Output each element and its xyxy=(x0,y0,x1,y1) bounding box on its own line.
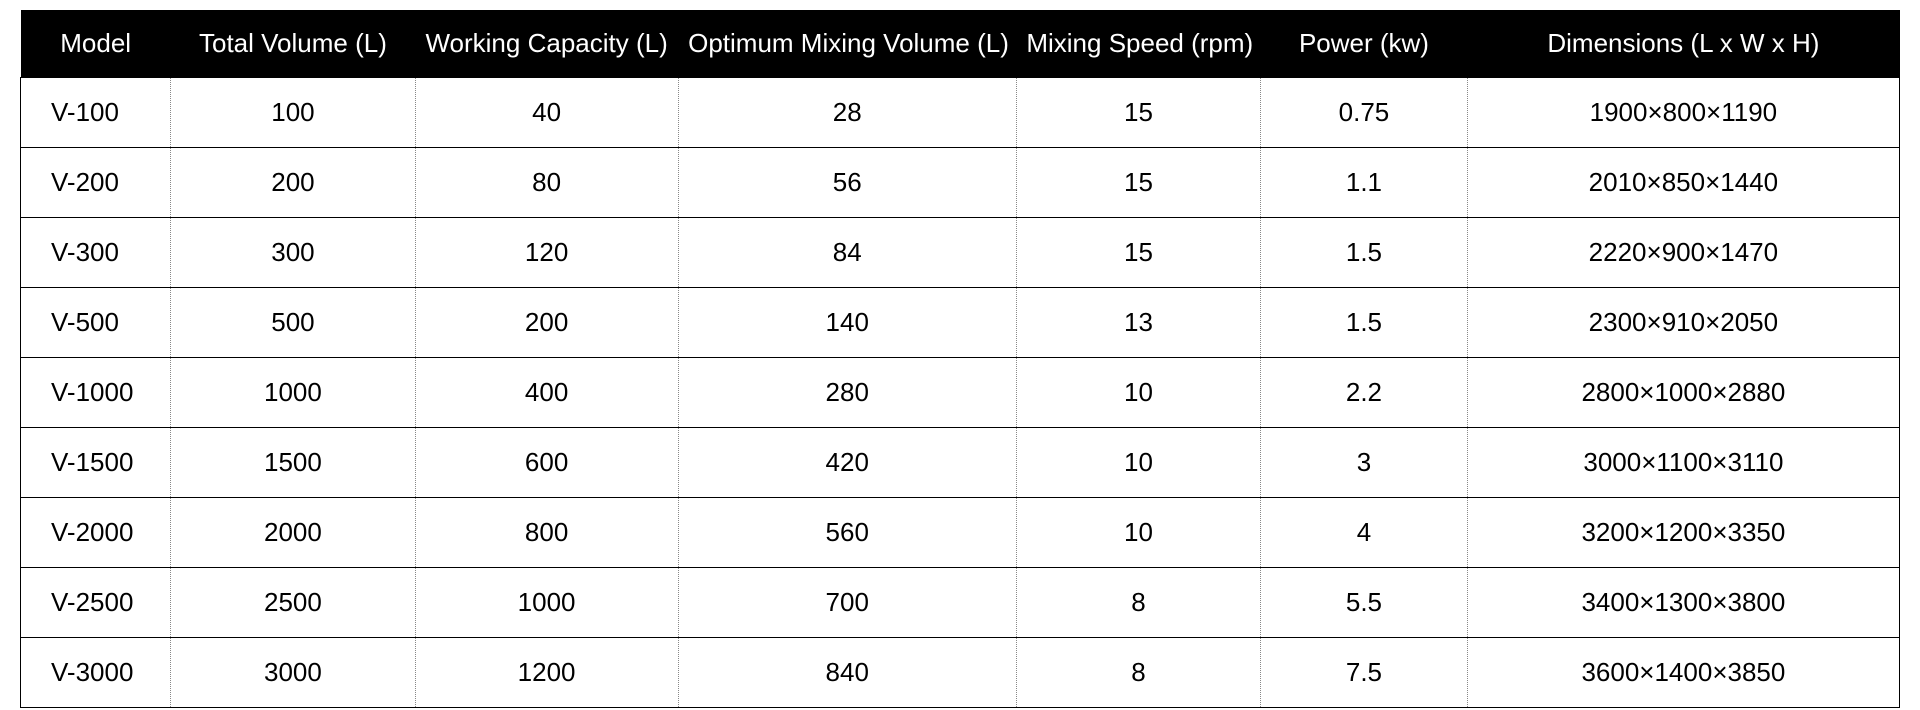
cell-dimensions: 3600×1400×3850 xyxy=(1467,638,1899,708)
cell-model: V-200 xyxy=(21,148,171,218)
cell-optimum-mixing-volume: 140 xyxy=(678,288,1016,358)
cell-optimum-mixing-volume: 560 xyxy=(678,498,1016,568)
cell-mixing-speed: 8 xyxy=(1016,568,1260,638)
cell-mixing-speed: 15 xyxy=(1016,148,1260,218)
cell-mixing-speed: 10 xyxy=(1016,428,1260,498)
cell-power: 7.5 xyxy=(1261,638,1468,708)
cell-total-volume: 200 xyxy=(171,148,415,218)
cell-power: 1.5 xyxy=(1261,218,1468,288)
header-mixing-speed: Mixing Speed (rpm) xyxy=(1016,10,1260,78)
cell-dimensions: 1900×800×1190 xyxy=(1467,78,1899,148)
cell-power: 1.1 xyxy=(1261,148,1468,218)
cell-model: V-1000 xyxy=(21,358,171,428)
cell-dimensions: 3400×1300×3800 xyxy=(1467,568,1899,638)
table-row: V-2000 2000 800 560 10 4 3200×1200×3350 xyxy=(21,498,1900,568)
header-dimensions: Dimensions (L x W x H) xyxy=(1467,10,1899,78)
cell-power: 3 xyxy=(1261,428,1468,498)
table-row: V-1000 1000 400 280 10 2.2 2800×1000×288… xyxy=(21,358,1900,428)
cell-model: V-500 xyxy=(21,288,171,358)
cell-dimensions: 2300×910×2050 xyxy=(1467,288,1899,358)
cell-working-capacity: 40 xyxy=(415,78,678,148)
cell-model: V-300 xyxy=(21,218,171,288)
cell-power: 2.2 xyxy=(1261,358,1468,428)
cell-power: 0.75 xyxy=(1261,78,1468,148)
table-row: V-3000 3000 1200 840 8 7.5 3600×1400×385… xyxy=(21,638,1900,708)
cell-model: V-1500 xyxy=(21,428,171,498)
table-body: V-100 100 40 28 15 0.75 1900×800×1190 V-… xyxy=(21,78,1900,708)
header-optimum-mixing-volume: Optimum Mixing Volume (L) xyxy=(678,10,1016,78)
cell-mixing-speed: 15 xyxy=(1016,218,1260,288)
table-row: V-500 500 200 140 13 1.5 2300×910×2050 xyxy=(21,288,1900,358)
cell-mixing-speed: 13 xyxy=(1016,288,1260,358)
cell-mixing-speed: 15 xyxy=(1016,78,1260,148)
table-row: V-300 300 120 84 15 1.5 2220×900×1470 xyxy=(21,218,1900,288)
cell-mixing-speed: 10 xyxy=(1016,498,1260,568)
cell-dimensions: 3000×1100×3110 xyxy=(1467,428,1899,498)
cell-model: V-2500 xyxy=(21,568,171,638)
cell-power: 1.5 xyxy=(1261,288,1468,358)
cell-total-volume: 2000 xyxy=(171,498,415,568)
cell-power: 4 xyxy=(1261,498,1468,568)
cell-total-volume: 100 xyxy=(171,78,415,148)
header-total-volume: Total Volume (L) xyxy=(171,10,415,78)
cell-optimum-mixing-volume: 28 xyxy=(678,78,1016,148)
cell-working-capacity: 800 xyxy=(415,498,678,568)
cell-total-volume: 3000 xyxy=(171,638,415,708)
cell-working-capacity: 200 xyxy=(415,288,678,358)
cell-dimensions: 2220×900×1470 xyxy=(1467,218,1899,288)
header-working-capacity: Working Capacity (L) xyxy=(415,10,678,78)
cell-optimum-mixing-volume: 280 xyxy=(678,358,1016,428)
cell-mixing-speed: 8 xyxy=(1016,638,1260,708)
cell-dimensions: 2010×850×1440 xyxy=(1467,148,1899,218)
table-row: V-200 200 80 56 15 1.1 2010×850×1440 xyxy=(21,148,1900,218)
cell-model: V-3000 xyxy=(21,638,171,708)
cell-working-capacity: 80 xyxy=(415,148,678,218)
table-row: V-2500 2500 1000 700 8 5.5 3400×1300×380… xyxy=(21,568,1900,638)
table-header: Model Total Volume (L) Working Capacity … xyxy=(21,10,1900,78)
cell-dimensions: 3200×1200×3350 xyxy=(1467,498,1899,568)
cell-working-capacity: 400 xyxy=(415,358,678,428)
cell-mixing-speed: 10 xyxy=(1016,358,1260,428)
cell-optimum-mixing-volume: 700 xyxy=(678,568,1016,638)
cell-total-volume: 300 xyxy=(171,218,415,288)
header-power: Power (kw) xyxy=(1261,10,1468,78)
cell-working-capacity: 600 xyxy=(415,428,678,498)
cell-optimum-mixing-volume: 56 xyxy=(678,148,1016,218)
cell-total-volume: 500 xyxy=(171,288,415,358)
cell-power: 5.5 xyxy=(1261,568,1468,638)
cell-optimum-mixing-volume: 84 xyxy=(678,218,1016,288)
cell-working-capacity: 1200 xyxy=(415,638,678,708)
table-row: V-100 100 40 28 15 0.75 1900×800×1190 xyxy=(21,78,1900,148)
cell-total-volume: 1500 xyxy=(171,428,415,498)
cell-total-volume: 1000 xyxy=(171,358,415,428)
table-row: V-1500 1500 600 420 10 3 3000×1100×3110 xyxy=(21,428,1900,498)
cell-working-capacity: 120 xyxy=(415,218,678,288)
cell-total-volume: 2500 xyxy=(171,568,415,638)
cell-model: V-2000 xyxy=(21,498,171,568)
header-model: Model xyxy=(21,10,171,78)
spec-table: Model Total Volume (L) Working Capacity … xyxy=(20,10,1900,708)
cell-working-capacity: 1000 xyxy=(415,568,678,638)
cell-model: V-100 xyxy=(21,78,171,148)
cell-optimum-mixing-volume: 420 xyxy=(678,428,1016,498)
cell-dimensions: 2800×1000×2880 xyxy=(1467,358,1899,428)
cell-optimum-mixing-volume: 840 xyxy=(678,638,1016,708)
